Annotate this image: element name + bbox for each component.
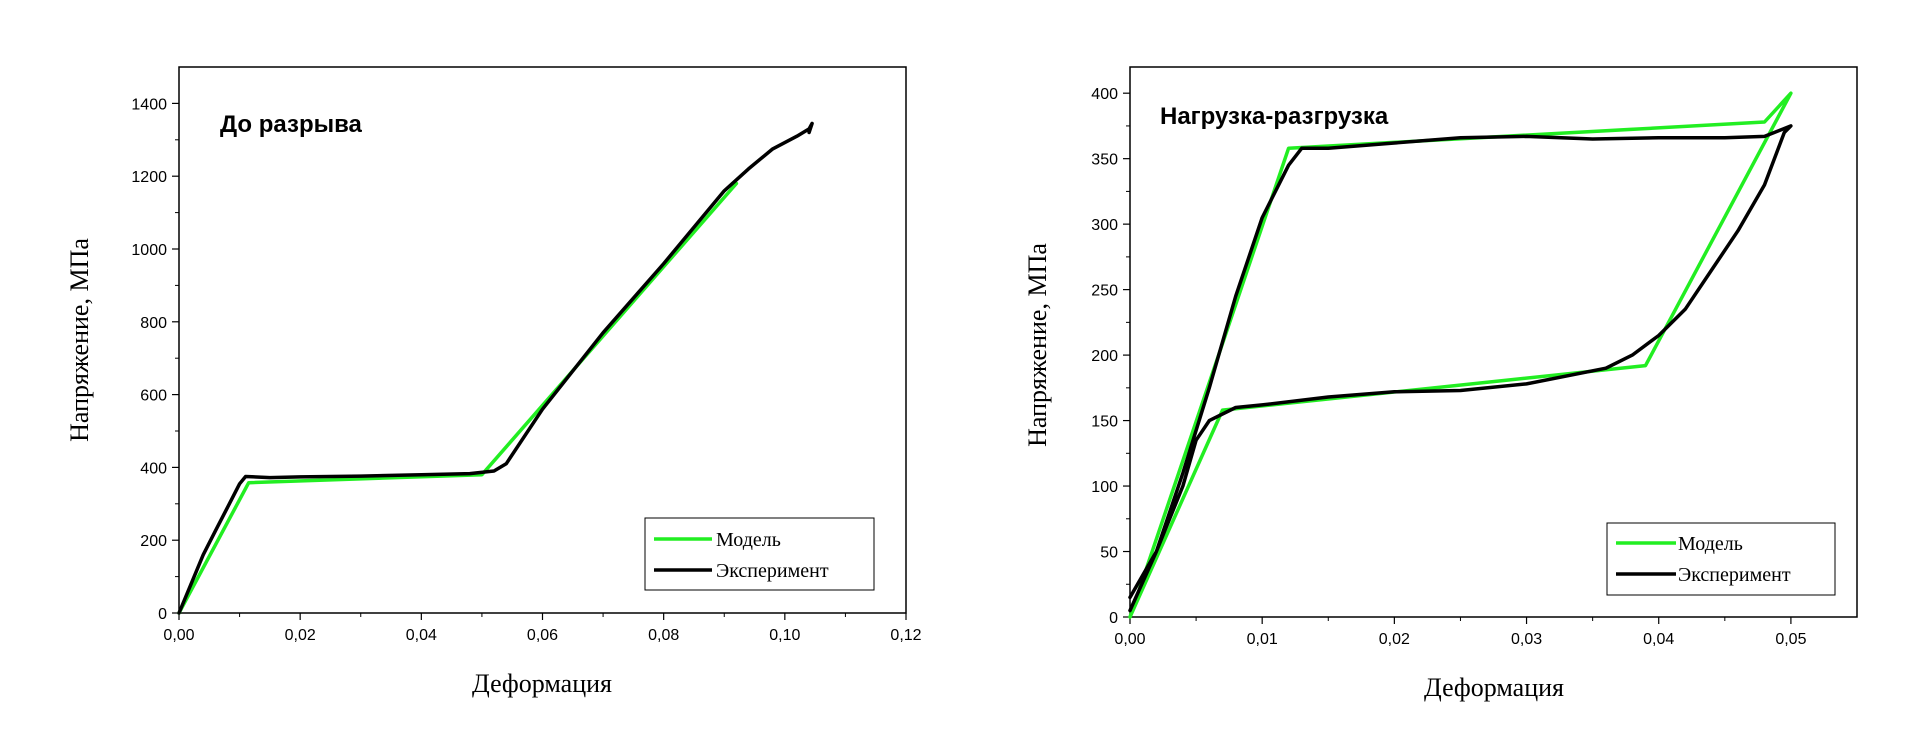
y-tick-label: 200 (140, 533, 167, 550)
legend: Модель Эксперимент (1606, 522, 1836, 596)
panel-title: Нагрузка-разгрузка (1160, 103, 1389, 130)
x-tick-label: 0,10 (769, 627, 800, 644)
series-line-model (1128, 91, 1793, 619)
series-line-experiment (177, 121, 814, 615)
legend-label-experiment: Эксперимент (716, 560, 829, 582)
y-tick-label: 800 (140, 315, 167, 332)
y-tick-label: 1000 (131, 242, 167, 259)
x-tick-label: 0,04 (406, 627, 437, 644)
x-tick-label: 0,02 (285, 627, 316, 644)
chart-panel-rupture: 0,00 0,02 0,04 0,06 0,08 0,10 0,12 0 200 400 600 80… (65, 66, 922, 698)
y-tick-label: 400 (140, 460, 167, 477)
x-tick-label: 0,12 (890, 627, 921, 644)
panel-title: До разрыва (220, 111, 363, 138)
y-tick-label: 300 (1091, 217, 1118, 234)
y-tick-label: 50 (1100, 545, 1118, 562)
legend-label-model: Модель (716, 529, 781, 551)
legend-label-experiment: Эксперимент (1678, 564, 1791, 586)
x-tick-label: 0,08 (648, 627, 679, 644)
x-tick-label: 0,00 (1114, 631, 1145, 648)
x-tick-label: 0,03 (1511, 631, 1542, 648)
x-tick-label: 0,01 (1247, 631, 1278, 648)
y-tick-label: 0 (1109, 610, 1118, 627)
legend-box (644, 517, 875, 591)
series-line-model (177, 181, 739, 615)
ticks: 0,00 0,02 0,04 0,06 0,08 0,10 0,12 0 200 400 600 80… (131, 96, 921, 644)
x-axis-title: Деформация (1424, 673, 1564, 702)
x-tick-label: 0,05 (1775, 631, 1806, 648)
x-tick-label: 0,00 (163, 627, 194, 644)
y-axis-title: Напряжение, МПа (1023, 243, 1052, 447)
y-tick-label: 600 (140, 388, 167, 405)
y-axis-title: Напряжение, МПа (65, 238, 94, 442)
x-tick-label: 0,02 (1379, 631, 1410, 648)
ticks: 0,00 0,01 0,02 0,03 0,04 0,05 0 50 100 150 200 250 3… (1091, 86, 1806, 648)
series-group (177, 121, 814, 615)
y-tick-label: 0 (158, 606, 167, 623)
x-tick-label: 0,04 (1643, 631, 1674, 648)
legend-box (1606, 522, 1836, 596)
y-tick-label: 250 (1091, 283, 1118, 300)
y-tick-label: 1200 (131, 169, 167, 186)
x-tick-label: 0,06 (527, 627, 558, 644)
y-tick-label: 400 (1091, 86, 1118, 103)
y-tick-label: 350 (1091, 152, 1118, 169)
chart-panel-load-unload: 0,00 0,01 0,02 0,03 0,04 0,05 0 50 100 150 200 250 3… (1023, 66, 1858, 702)
y-tick-label: 100 (1091, 479, 1118, 496)
legend: Модель Эксперимент (644, 517, 875, 591)
legend-label-model: Модель (1678, 533, 1743, 555)
y-tick-label: 1400 (131, 96, 167, 113)
plot-frame (1129, 66, 1858, 618)
series-line-experiment (1128, 124, 1793, 613)
x-axis-title: Деформация (472, 669, 612, 698)
y-tick-label: 200 (1091, 348, 1118, 365)
y-tick-label: 150 (1091, 414, 1118, 431)
series-group (1128, 91, 1793, 619)
